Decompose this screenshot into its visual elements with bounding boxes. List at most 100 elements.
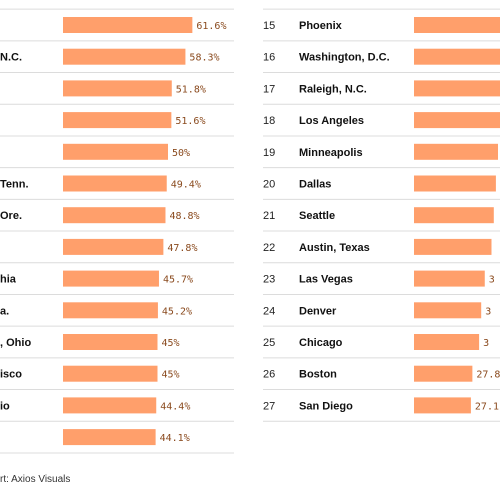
rank-label: 26: [263, 369, 275, 381]
city-label: Dallas: [299, 179, 331, 191]
rank-label: 17: [263, 83, 275, 95]
bar: [414, 334, 480, 350]
bar: [414, 143, 498, 160]
bar-row: Tenn. 49.4%: [0, 175, 234, 200]
city-label: Chicago: [299, 337, 343, 349]
value-label: 3: [485, 306, 491, 317]
bar-row: 50%: [0, 143, 234, 169]
bar-row: 27 San Diego 27.1: [263, 397, 500, 422]
city-label: , Ohio: [0, 337, 31, 349]
bar: [63, 48, 186, 65]
bar: [63, 112, 172, 129]
city-label: Boston: [299, 369, 337, 381]
bar: [414, 112, 500, 129]
bar: [414, 302, 482, 319]
value-label: 27.1: [475, 401, 499, 412]
value-label: 3: [489, 275, 495, 286]
rank-label: 23: [263, 274, 275, 286]
bar-row: 19 Minneapolis: [263, 143, 500, 169]
city-label: a.: [0, 305, 9, 317]
bar: [414, 397, 471, 414]
rank-label: 15: [263, 20, 275, 32]
city-label: io: [0, 400, 10, 412]
city-label: Los Angeles: [299, 115, 364, 127]
rank-label: 18: [263, 115, 275, 127]
city-label: hia: [0, 274, 17, 286]
bar-row: 61.6%: [0, 8, 234, 42]
bar: [63, 429, 156, 446]
bar-row: 16 Washington, D.C.: [263, 48, 500, 74]
bar-row: 44.1%: [0, 429, 234, 454]
bar-row: 21 Seattle: [263, 207, 500, 232]
city-label: Washington, D.C.: [299, 52, 390, 64]
rank-label: 20: [263, 179, 275, 191]
bar: [63, 175, 167, 192]
rank-label: 25: [263, 337, 275, 349]
value-label: 44.1%: [160, 433, 190, 444]
rank-label: 16: [263, 52, 275, 64]
city-label: N.C.: [0, 52, 22, 64]
bar-row: 24 Denver 3: [263, 302, 500, 327]
rank-label: 24: [263, 305, 275, 317]
city-label: Denver: [299, 305, 337, 317]
bar-row: 25 Chicago 3: [263, 334, 500, 359]
city-label: Raleigh, N.C.: [299, 83, 367, 95]
bar: [63, 270, 159, 287]
bar-row: N.C. 58.3%: [0, 48, 234, 74]
bar-row: 51.6%: [0, 112, 234, 137]
bar: [63, 334, 158, 350]
value-label: 3: [483, 338, 489, 349]
bar-row: 18 Los Angeles: [263, 112, 500, 137]
city-label: Ore.: [0, 210, 22, 222]
city-label: Tenn.: [0, 179, 29, 191]
bar-row: , Ohio 45%: [0, 334, 234, 359]
bar: [63, 397, 157, 414]
bar-row: Ore. 48.8%: [0, 207, 234, 232]
bar: [63, 80, 172, 97]
bar: [63, 17, 193, 33]
value-label: 48.8%: [169, 211, 199, 222]
bar: [414, 17, 500, 33]
value-label: 47.8%: [167, 243, 197, 254]
value-label: 27.8: [476, 370, 500, 381]
city-label: Minneapolis: [299, 147, 363, 159]
value-label: 45.2%: [162, 306, 192, 317]
bar: [414, 270, 485, 287]
bar: [414, 175, 496, 192]
value-label: 51.6%: [175, 116, 205, 127]
bar-row: isco 45%: [0, 365, 234, 391]
value-label: 49.4%: [171, 180, 201, 191]
city-label: Austin, Texas: [299, 242, 370, 254]
bar-row: 22 Austin, Texas: [263, 238, 500, 264]
value-label: 50%: [172, 148, 190, 159]
bar: [63, 143, 168, 160]
rank-label: 22: [263, 242, 275, 254]
bar: [63, 207, 166, 224]
bar: [414, 238, 492, 255]
city-label: Seattle: [299, 210, 335, 222]
bar: [63, 238, 164, 255]
value-label: 58.3%: [189, 53, 219, 64]
bar: [414, 365, 473, 382]
bar-row: 15 Phoenix: [263, 8, 500, 42]
bar: [414, 48, 500, 65]
bar: [414, 207, 494, 224]
bar-row: 47.8%: [0, 238, 234, 264]
rank-label: 27: [263, 400, 275, 412]
rank-label: 21: [263, 210, 275, 222]
bar-row: 23 Las Vegas 3: [263, 270, 500, 295]
bar: [414, 80, 500, 97]
bar-row: 26 Boston 27.8: [263, 365, 500, 391]
city-label: San Diego: [299, 400, 353, 412]
value-label: 45%: [162, 370, 180, 381]
source-note: rt: Axios Visuals: [0, 474, 71, 485]
bar-row: a. 45.2%: [0, 302, 234, 327]
bar: [63, 365, 158, 382]
bar-row: io 44.4%: [0, 397, 234, 422]
city-label: Phoenix: [299, 20, 343, 32]
value-label: 45%: [162, 338, 180, 349]
bar-row: 17 Raleigh, N.C.: [263, 80, 500, 105]
value-label: 51.8%: [176, 84, 206, 95]
city-label: isco: [0, 369, 22, 381]
